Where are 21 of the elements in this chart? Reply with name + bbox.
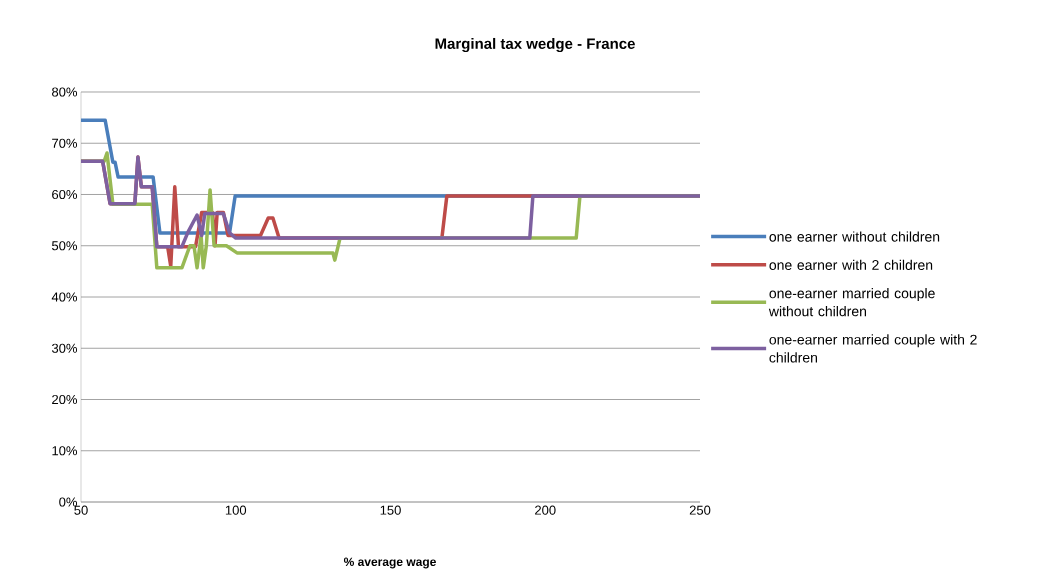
y-tick-label: 10% xyxy=(52,446,78,456)
y-tick-label: 20% xyxy=(52,394,78,405)
legend-label: one-earner married couple with 2 children xyxy=(769,334,977,363)
x-tick-label: 200 xyxy=(535,505,556,515)
legend-label: one earner without children xyxy=(769,231,940,242)
y-tick-label: 50% xyxy=(51,241,78,251)
y-tick-label: 80% xyxy=(52,87,78,97)
x-tick-label: 50 xyxy=(74,505,88,515)
line-series xyxy=(81,155,701,249)
y-tick-label: 60% xyxy=(52,189,78,200)
y-tick-label: 40% xyxy=(51,292,78,302)
legend-label: one-earner married couple without children xyxy=(768,288,935,317)
chart-title: Marginal tax wedge - France xyxy=(435,37,635,53)
y-tick-label: 0% xyxy=(59,497,78,507)
x-axis-title: % average wage xyxy=(343,557,436,569)
y-tick-label: 30% xyxy=(51,343,78,353)
x-tick-label: 150 xyxy=(380,505,401,515)
x-tick-label: 100 xyxy=(225,505,247,515)
y-tick-label: 70% xyxy=(52,138,78,148)
x-tick-label: 250 xyxy=(689,505,711,515)
legend-label: one earner with 2 children xyxy=(769,259,933,270)
